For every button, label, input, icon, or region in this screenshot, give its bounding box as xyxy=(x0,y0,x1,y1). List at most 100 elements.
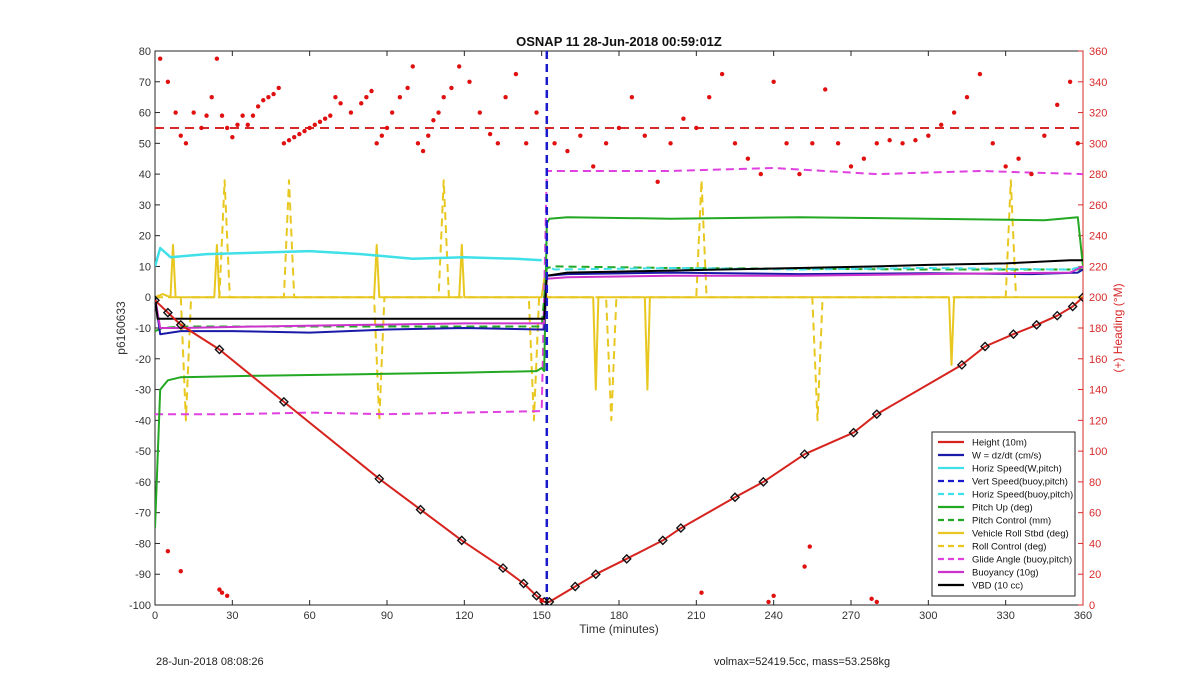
legend-label: Pitch Control (mm) xyxy=(972,516,1051,527)
heading-point xyxy=(328,113,333,118)
x-tick-label: 150 xyxy=(532,610,550,622)
heading-point xyxy=(503,94,508,100)
height-marker xyxy=(456,535,467,546)
heading-point xyxy=(302,128,307,134)
legend-label: Buoyancy (10g) xyxy=(972,568,1039,579)
heading-point xyxy=(1067,79,1073,84)
heading-point xyxy=(823,87,828,92)
x-tick-label: 180 xyxy=(610,610,628,622)
heading-point xyxy=(312,122,318,128)
heading-point xyxy=(467,79,472,84)
heading-point xyxy=(183,141,189,146)
height-marker xyxy=(980,341,991,352)
heading-point xyxy=(810,141,815,146)
heading-point xyxy=(874,141,879,146)
heading-point xyxy=(926,133,931,138)
heading-point xyxy=(699,590,704,595)
y2-tick-label: 200 xyxy=(1089,292,1107,304)
heading-point xyxy=(629,94,635,100)
height-marker xyxy=(544,596,555,605)
plot-series-group xyxy=(155,51,1083,605)
heading-point xyxy=(405,85,410,91)
heading-point xyxy=(719,71,725,77)
legend-label: Vert Speed(buoy,pitch) xyxy=(972,477,1068,488)
heading-point xyxy=(333,94,338,100)
height-marker xyxy=(518,578,529,589)
heading-point xyxy=(534,110,539,115)
height-marker xyxy=(871,409,882,420)
y-tick-label: 70 xyxy=(139,77,151,89)
heading-point xyxy=(415,141,421,146)
y2-tick-label: 40 xyxy=(1089,538,1101,550)
legend-label: Glide Angle (buoy,pitch) xyxy=(972,555,1072,566)
y-tick-label: 60 xyxy=(139,108,151,120)
heading-point xyxy=(495,141,501,146)
heading-point xyxy=(224,593,230,598)
heading-point xyxy=(178,568,183,574)
heading-point xyxy=(681,116,686,121)
heading-point xyxy=(199,125,204,131)
y-tick-label: -60 xyxy=(135,477,151,489)
y2-tick-label: 160 xyxy=(1089,354,1107,366)
heading-point xyxy=(286,138,292,143)
legend-label: W = dz/dt (cm/s) xyxy=(972,451,1041,462)
heading-point xyxy=(276,85,281,91)
heading-point xyxy=(913,138,918,143)
heading-point xyxy=(245,122,250,128)
heading-point xyxy=(732,141,738,146)
heading-point xyxy=(1003,164,1008,169)
y2-tick-label: 60 xyxy=(1089,508,1101,520)
heading-point xyxy=(178,133,183,138)
heading-point xyxy=(389,110,395,115)
heading-point xyxy=(758,171,763,177)
heading-point xyxy=(951,110,957,115)
x-tick-label: 30 xyxy=(226,610,238,622)
heading-point xyxy=(261,98,266,103)
heading-point xyxy=(900,141,905,146)
legend-label: Vehicle Roll Stbd (deg) xyxy=(972,529,1069,540)
y2-tick-label: 180 xyxy=(1089,323,1107,335)
height-marker xyxy=(657,535,668,546)
heading-point xyxy=(694,125,699,131)
heading-point xyxy=(1029,171,1034,177)
x-tick-label: 240 xyxy=(764,610,782,622)
footer-timestamp: 28-Jun-2018 08:08:26 xyxy=(156,656,264,668)
heading-point xyxy=(1075,141,1081,146)
heading-point xyxy=(157,56,163,61)
y2-axis-label: (+) Heading (°M) xyxy=(1111,283,1125,372)
heading-point xyxy=(939,122,944,128)
heading-point xyxy=(292,134,297,140)
series-line-horiz-speed xyxy=(155,246,542,267)
heading-point xyxy=(165,79,171,84)
heading-point xyxy=(338,101,343,106)
y2-tick-label: 340 xyxy=(1089,77,1107,89)
heading-point xyxy=(977,71,983,77)
heading-point xyxy=(379,133,385,138)
x-tick-label: 210 xyxy=(687,610,705,622)
x-tick-label: 0 xyxy=(152,610,158,622)
height-marker xyxy=(1067,301,1078,312)
y2-tick-label: 320 xyxy=(1089,108,1107,120)
heading-point xyxy=(802,564,807,569)
heading-point xyxy=(1042,133,1047,138)
x-axis-label: Time (minutes) xyxy=(579,622,659,636)
heading-point xyxy=(449,85,454,91)
series-line-vbd xyxy=(155,259,1083,320)
plot-area xyxy=(154,50,1084,606)
heading-point xyxy=(603,141,609,146)
heading-point xyxy=(250,113,256,118)
y2-tick-label: 260 xyxy=(1089,200,1107,212)
heading-point xyxy=(209,94,214,100)
heading-point xyxy=(384,125,390,131)
legend-box xyxy=(931,431,1076,597)
heading-point xyxy=(235,122,240,128)
height-marker xyxy=(675,523,686,534)
y-tick-label: -100 xyxy=(129,600,151,612)
x-tick-label: 90 xyxy=(381,610,393,622)
heading-point xyxy=(436,110,441,115)
heading-point xyxy=(784,141,789,146)
heading-point xyxy=(964,94,970,100)
y-tick-label: 50 xyxy=(139,138,151,150)
heading-point xyxy=(655,179,660,185)
